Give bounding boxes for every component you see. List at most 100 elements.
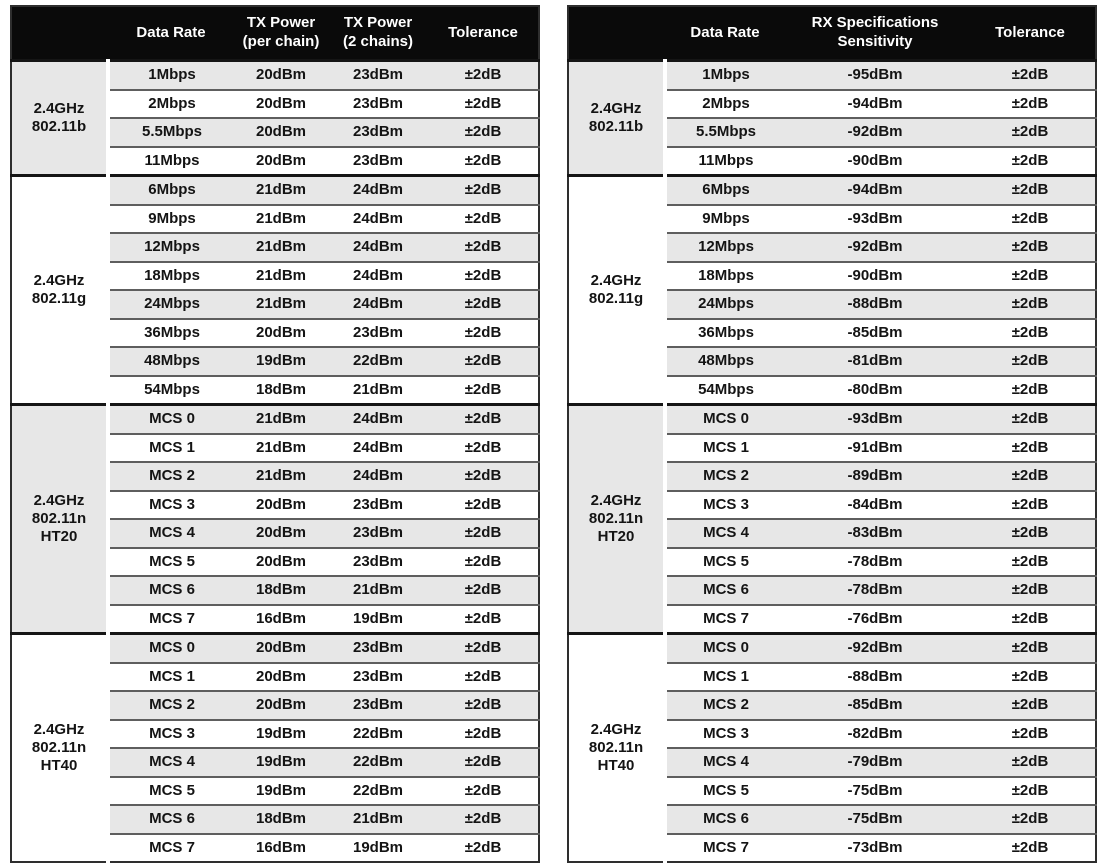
cell-tx-power-per-chain: 20dBm (234, 59, 328, 90)
table-row: 2.4GHz 802.11b 1Mbps 20dBm 23dBm ±2dB (11, 59, 539, 176)
cell-tx-power-2-chains: 23dBm (328, 690, 428, 720)
cell-data-rate: MCS 2 (108, 461, 234, 491)
cell-tolerance: ±2dB (965, 174, 1096, 205)
cell-tx-power-2-chains: 23dBm (328, 632, 428, 663)
cell-tolerance: ±2dB (428, 661, 539, 691)
cell-rx-specifications-sensitivity: -90dBm (785, 145, 965, 176)
cell-tolerance: ±2dB (428, 317, 539, 347)
cell-tx-power-2-chains: 24dBm (328, 174, 428, 205)
table-row: 5.5Mbps -92dBm ±2dB (568, 117, 1096, 147)
cell-tolerance: ±2dB (965, 260, 1096, 290)
cell-tolerance: ±2dB (428, 775, 539, 805)
cell-tolerance: ±2dB (428, 747, 539, 777)
cell-rx-specifications-sensitivity: -88dBm (785, 289, 965, 319)
table-row: MCS 1 -88dBm ±2dB (568, 661, 1096, 691)
table-row: 2.4GHz 802.11n HT40 MCS 0 20dBm 23dBm ±2dB (11, 632, 539, 862)
table-row: 24Mbps 21dBm 24dBm ±2dB (11, 289, 539, 319)
table-row: MCS 3 -82dBm ±2dB (568, 718, 1096, 748)
cell-tolerance: ±2dB (965, 489, 1096, 519)
cell-tolerance: ±2dB (965, 575, 1096, 605)
cell-tx-power-2-chains: 23dBm (328, 661, 428, 691)
cell-tx-power-2-chains: 24dBm (328, 260, 428, 290)
cell-rx-specifications-sensitivity: -93dBm (785, 203, 965, 233)
cell-tolerance: ±2dB (965, 117, 1096, 147)
cell-tolerance: ±2dB (965, 289, 1096, 319)
table-row: MCS 4 20dBm 23dBm ±2dB (11, 518, 539, 548)
cell-data-rate: 12Mbps (108, 232, 234, 262)
table-row: MCS 7 -76dBm ±2dB (568, 603, 1096, 634)
cell-tx-power-2-chains: 19dBm (328, 603, 428, 634)
cell-data-rate: MCS 1 (665, 432, 785, 462)
cell-tolerance: ±2dB (428, 203, 539, 233)
column-header-tx-power-2-chains: TX Power (2 chains) (328, 6, 428, 61)
cell-data-rate: MCS 0 (665, 632, 785, 663)
cell-tx-power-2-chains: 23dBm (328, 489, 428, 519)
table-row: 24Mbps -88dBm ±2dB (568, 289, 1096, 319)
cell-tx-power-2-chains: 21dBm (328, 804, 428, 834)
cell-tolerance: ±2dB (428, 518, 539, 548)
cell-data-rate: MCS 1 (665, 661, 785, 691)
table-row: 11Mbps -90dBm ±2dB (568, 145, 1096, 176)
cell-tx-power-per-chain: 19dBm (234, 346, 328, 376)
group-label-2-4ghz-802-11b: 2.4GHz 802.11b (568, 59, 667, 176)
group-label-2-4ghz-802-11n-ht20: 2.4GHz 802.11n HT20 (568, 403, 667, 634)
cell-tx-power-2-chains: 23dBm (328, 518, 428, 548)
table-row: MCS 3 -84dBm ±2dB (568, 489, 1096, 519)
table-row: 2.4GHz 802.11n HT20 MCS 0 -93dBm ±2dB (568, 403, 1096, 634)
cell-tx-power-per-chain: 21dBm (234, 289, 328, 319)
cell-tolerance: ±2dB (965, 432, 1096, 462)
cell-tx-power-per-chain: 20dBm (234, 117, 328, 147)
cell-tolerance: ±2dB (965, 88, 1096, 118)
table-row: MCS 1 -91dBm ±2dB (568, 432, 1096, 462)
table-row: 5.5Mbps 20dBm 23dBm ±2dB (11, 117, 539, 147)
cell-tolerance: ±2dB (965, 374, 1096, 405)
cell-tolerance: ±2dB (965, 832, 1096, 862)
cell-data-rate: 6Mbps (665, 174, 785, 205)
cell-rx-specifications-sensitivity: -85dBm (785, 690, 965, 720)
cell-data-rate: MCS 7 (665, 832, 785, 862)
cell-tolerance: ±2dB (965, 232, 1096, 262)
cell-data-rate: 11Mbps (665, 145, 785, 176)
table-row: 2.4GHz 802.11b 1Mbps -95dBm ±2dB (568, 59, 1096, 176)
cell-data-rate: 48Mbps (665, 346, 785, 376)
cell-data-rate: MCS 6 (665, 804, 785, 834)
table-row: MCS 6 18dBm 21dBm ±2dB (11, 804, 539, 834)
cell-data-rate: 48Mbps (108, 346, 234, 376)
cell-tx-power-2-chains: 24dBm (328, 289, 428, 319)
cell-tx-power-per-chain: 16dBm (234, 832, 328, 862)
cell-data-rate: MCS 0 (665, 403, 785, 434)
cell-data-rate: MCS 2 (108, 690, 234, 720)
cell-tolerance: ±2dB (428, 374, 539, 405)
cell-data-rate: 2Mbps (665, 88, 785, 118)
cell-tolerance: ±2dB (965, 59, 1096, 90)
table-row: MCS 7 -73dBm ±2dB (568, 832, 1096, 862)
cell-tx-power-per-chain: 20dBm (234, 546, 328, 576)
cell-data-rate: 11Mbps (108, 145, 234, 176)
cell-rx-specifications-sensitivity: -80dBm (785, 374, 965, 405)
cell-data-rate: 24Mbps (665, 289, 785, 319)
cell-tx-power-per-chain: 19dBm (234, 775, 328, 805)
cell-data-rate: MCS 3 (108, 718, 234, 748)
table-row: MCS 6 -78dBm ±2dB (568, 575, 1096, 605)
cell-tolerance: ±2dB (428, 174, 539, 205)
tx-power-table: Data Rate TX Power (per chain) TX Power (2 c… (10, 5, 540, 863)
cell-tolerance: ±2dB (965, 718, 1096, 748)
cell-data-rate: MCS 1 (108, 661, 234, 691)
cell-tx-power-2-chains: 19dBm (328, 832, 428, 862)
cell-data-rate: MCS 0 (108, 632, 234, 663)
cell-data-rate: 9Mbps (108, 203, 234, 233)
cell-rx-specifications-sensitivity: -93dBm (785, 403, 965, 434)
group-label-2-4ghz-802-11n-ht40: 2.4GHz 802.11n HT40 (568, 632, 667, 862)
cell-rx-specifications-sensitivity: -75dBm (785, 775, 965, 805)
cell-tolerance: ±2dB (428, 461, 539, 491)
cell-data-rate: MCS 5 (108, 546, 234, 576)
cell-data-rate: MCS 4 (665, 518, 785, 548)
cell-tx-power-per-chain: 20dBm (234, 661, 328, 691)
column-header-tx-power-per-chain: TX Power (per chain) (234, 6, 328, 61)
cell-rx-specifications-sensitivity: -79dBm (785, 747, 965, 777)
cell-data-rate: 12Mbps (665, 232, 785, 262)
cell-rx-specifications-sensitivity: -81dBm (785, 346, 965, 376)
table-row: 11Mbps 20dBm 23dBm ±2dB (11, 145, 539, 176)
cell-tx-power-per-chain: 21dBm (234, 203, 328, 233)
